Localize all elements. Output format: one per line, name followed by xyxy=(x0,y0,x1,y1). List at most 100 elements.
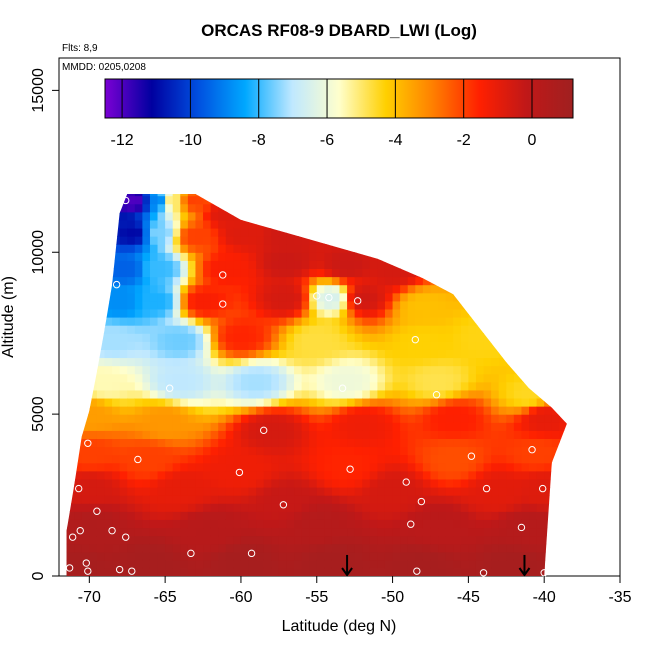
heatmap-cell xyxy=(339,276,348,286)
heatmap-cell xyxy=(339,397,348,407)
heatmap-cell xyxy=(362,543,371,553)
heatmap-cell xyxy=(271,252,280,261)
heatmap-cell xyxy=(180,373,189,383)
heatmap-cell xyxy=(278,333,288,342)
heatmap-cell xyxy=(453,317,462,326)
heatmap-cell xyxy=(271,357,280,367)
heatmap-cell xyxy=(225,446,234,456)
heatmap-cell xyxy=(149,389,159,399)
heatmap-cell xyxy=(438,414,447,423)
heatmap-cell xyxy=(278,519,288,529)
heatmap-cell xyxy=(362,511,371,520)
heatmap-cell xyxy=(233,333,242,342)
heatmap-cell xyxy=(134,511,143,520)
heatmap-cell xyxy=(491,462,500,472)
heatmap-cell xyxy=(347,381,356,391)
heatmap-cell xyxy=(233,551,242,561)
heatmap-cell xyxy=(331,341,341,350)
heatmap-cell xyxy=(475,365,485,375)
heatmap-cell xyxy=(369,486,378,496)
heatmap-cell xyxy=(339,252,348,261)
heatmap-cell xyxy=(256,300,265,310)
heatmap-cell xyxy=(271,486,280,496)
heatmap-cell xyxy=(407,276,416,286)
heatmap-cell xyxy=(483,462,492,472)
heatmap-cell xyxy=(309,300,318,310)
heatmap-cell xyxy=(218,284,227,294)
heatmap-cell xyxy=(294,268,303,278)
heatmap-cell xyxy=(271,349,280,359)
heatmap-cell xyxy=(119,406,128,415)
heatmap-cell xyxy=(119,252,128,261)
heatmap-cell xyxy=(149,333,159,342)
heatmap-cell xyxy=(203,317,212,326)
heatmap-cell xyxy=(286,535,295,545)
heatmap-cell xyxy=(316,551,325,561)
heatmap-cell xyxy=(475,381,485,391)
heatmap-cell xyxy=(491,486,500,496)
heatmap-cell xyxy=(354,446,363,456)
heatmap-cell xyxy=(475,470,485,480)
heatmap-cell xyxy=(203,276,212,286)
heatmap-cell xyxy=(89,422,98,431)
heatmap-cell xyxy=(157,389,166,399)
heatmap-cell xyxy=(89,535,98,545)
heatmap-cell xyxy=(438,422,447,431)
heatmap-cell xyxy=(400,503,409,512)
heatmap-cell xyxy=(157,535,166,545)
heatmap-cell xyxy=(195,446,204,456)
heatmap-cell xyxy=(422,389,432,399)
heatmap-cell xyxy=(225,276,234,286)
heatmap-cell xyxy=(415,535,424,545)
heatmap-cell xyxy=(240,300,250,310)
heatmap-cell xyxy=(294,470,303,480)
sample-point xyxy=(93,507,101,515)
heatmap-cell xyxy=(377,349,386,359)
heatmap-cell xyxy=(453,349,462,359)
heatmap-cell xyxy=(506,462,515,472)
heatmap-cell xyxy=(96,486,106,496)
heatmap-cell xyxy=(483,527,492,537)
heatmap-cell xyxy=(362,551,371,561)
heatmap-cell xyxy=(112,430,121,439)
heatmap-cell xyxy=(165,244,174,253)
heatmap-cell xyxy=(498,397,507,407)
heatmap-cell xyxy=(240,406,250,415)
heatmap-cell xyxy=(210,446,219,456)
heatmap-cell xyxy=(149,284,159,294)
heatmap-cell xyxy=(369,300,378,310)
heatmap-cell xyxy=(377,397,386,407)
heatmap-cell xyxy=(377,478,386,488)
heatmap-cell xyxy=(544,446,553,456)
heatmap-cell xyxy=(233,300,242,310)
heatmap-cell xyxy=(445,381,454,391)
heatmap-cell xyxy=(460,349,469,359)
heatmap-cell xyxy=(415,527,424,537)
heatmap-cell xyxy=(339,333,348,342)
heatmap-cell xyxy=(187,252,197,261)
heatmap-cell xyxy=(316,414,325,423)
heatmap-cell xyxy=(286,292,295,302)
heatmap-cell xyxy=(180,341,189,350)
heatmap-cell xyxy=(81,430,90,439)
heatmap-cell xyxy=(278,495,288,504)
heatmap-cell xyxy=(271,227,280,237)
heatmap-cell xyxy=(422,559,432,569)
heatmap-cell xyxy=(119,308,128,318)
heatmap-cell xyxy=(301,438,310,448)
heatmap-cell xyxy=(445,308,454,318)
heatmap-cell xyxy=(187,406,197,415)
heatmap-cell xyxy=(248,486,257,496)
heatmap-cell xyxy=(491,478,500,488)
heatmap-cell xyxy=(218,365,227,375)
heatmap-cell xyxy=(362,559,371,569)
heatmap-cell xyxy=(309,462,318,472)
heatmap-cell xyxy=(422,535,432,545)
heatmap-cell xyxy=(400,349,409,359)
heatmap-cell xyxy=(422,503,432,512)
heatmap-cell xyxy=(301,373,310,383)
heatmap-cell xyxy=(172,503,181,512)
heatmap-cell xyxy=(430,341,439,350)
heatmap-cell xyxy=(172,260,181,270)
heatmap-cell xyxy=(392,300,401,310)
